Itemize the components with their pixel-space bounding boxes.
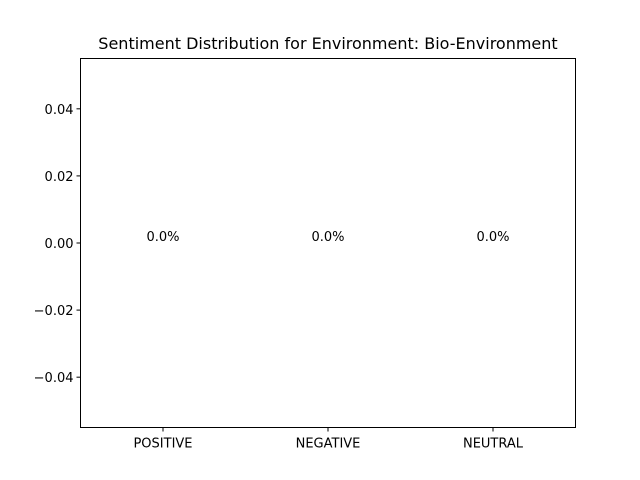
x-tick-label: NEUTRAL: [463, 437, 524, 452]
y-tick-label: −0.04: [34, 371, 74, 386]
data-labels: 0.0% 0.0% 0.0%: [146, 230, 509, 245]
bar-value-label: 0.0%: [311, 230, 344, 245]
y-tick-label: 0.02: [45, 170, 74, 185]
bar-value-label: 0.0%: [146, 230, 179, 245]
x-tick-label: POSITIVE: [133, 437, 192, 452]
x-tick-label: NEGATIVE: [296, 437, 361, 452]
y-axis: 0.04 0.02 0.00 −0.02 −0.04: [34, 103, 81, 386]
y-tick-label: 0.04: [45, 103, 74, 118]
y-tick-label: −0.02: [34, 304, 74, 319]
bar-value-label: 0.0%: [476, 230, 509, 245]
x-axis: POSITIVE NEGATIVE NEUTRAL: [133, 427, 524, 452]
y-tick-label: 0.00: [45, 237, 74, 252]
chart-title: Sentiment Distribution for Environment: …: [98, 34, 557, 53]
